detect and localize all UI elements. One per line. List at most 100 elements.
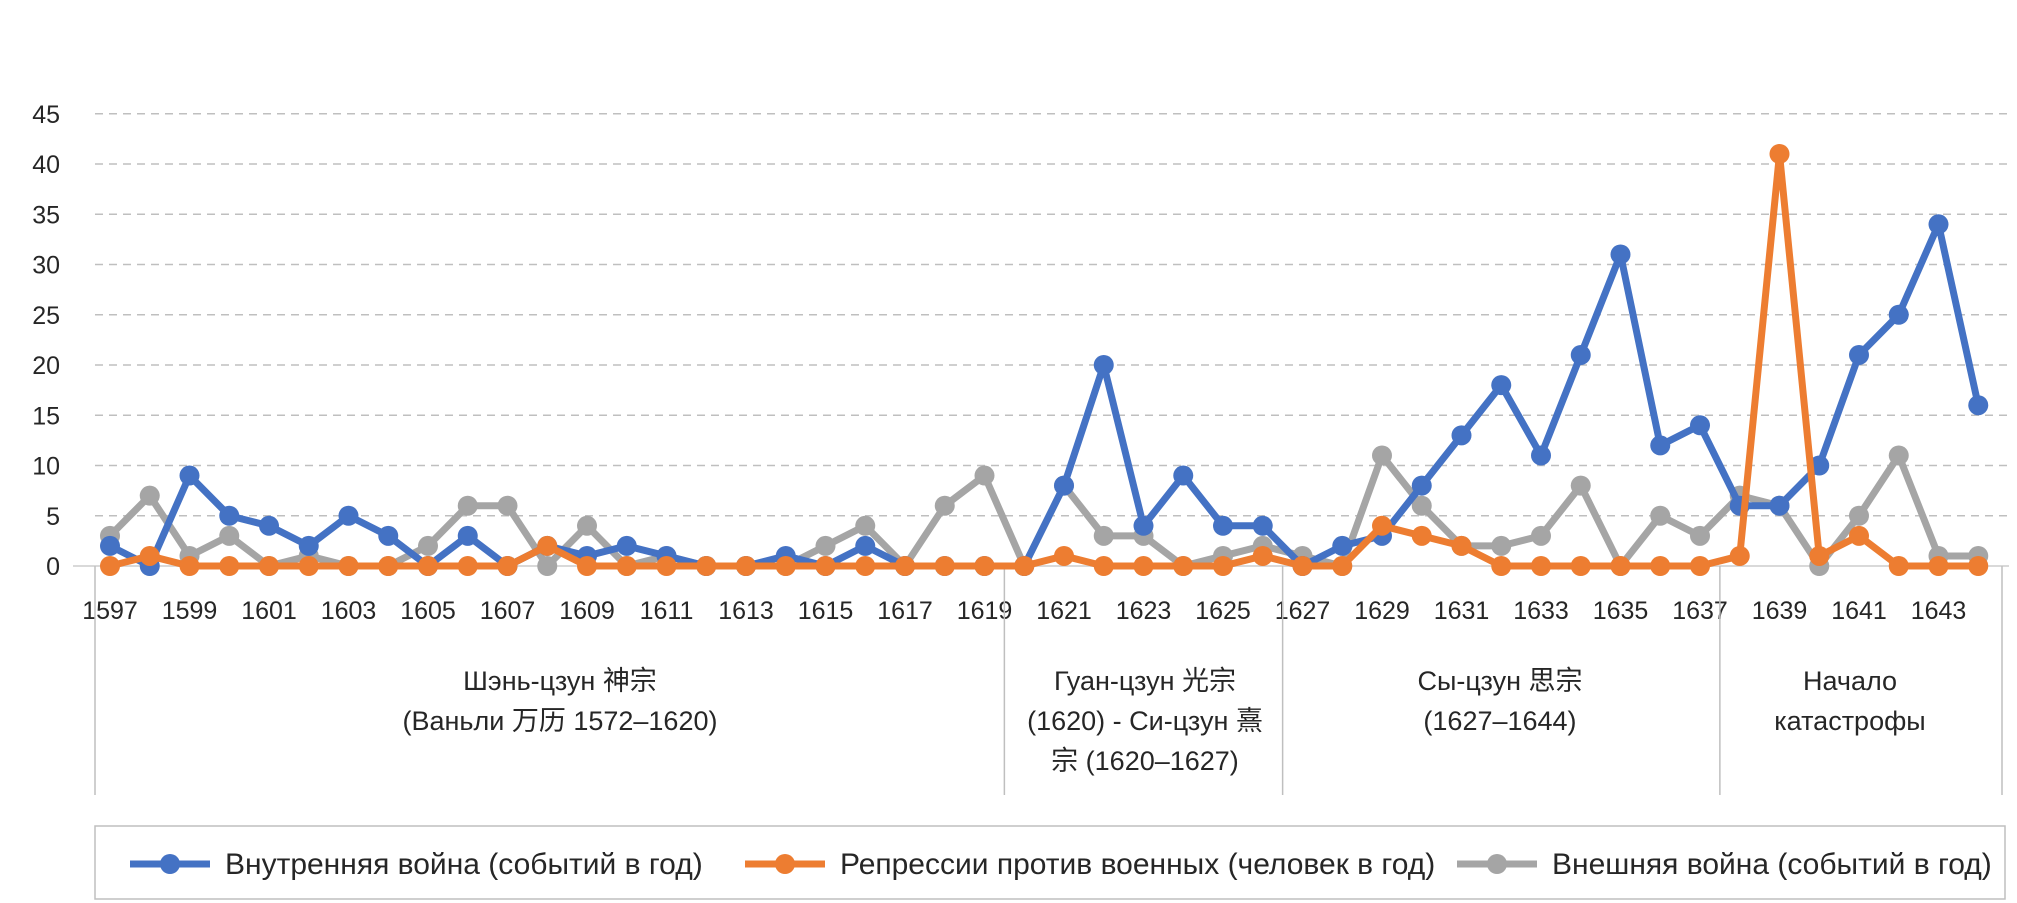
data-point [1093, 556, 1114, 576]
era-label-guangzong-line3: 宗 (1620–1627) [1051, 746, 1239, 776]
era-label-guangzong-line1: Гуан-цзун 光宗 [1054, 666, 1236, 696]
x-tick-label: 1627 [1275, 597, 1331, 625]
data-point [1491, 375, 1512, 396]
data-point [1888, 445, 1909, 466]
x-tick-label: 1601 [241, 597, 297, 625]
x-axis-tick-labels: 1597 1599 1601 1603 1605 1607 1609 1611 1613 1615… [82, 597, 1966, 625]
data-point [1570, 475, 1591, 496]
data-point [1411, 525, 1432, 546]
data-point [815, 535, 836, 556]
data-point [1531, 556, 1551, 576]
data-point [1650, 505, 1671, 526]
data-point [1888, 556, 1909, 576]
data-point [259, 515, 279, 536]
x-tick-label: 1623 [1116, 597, 1172, 625]
y-tick-label: 40 [32, 151, 60, 179]
data-point [1252, 545, 1273, 566]
x-tick-label: 1639 [1752, 597, 1808, 625]
data-point [1213, 556, 1233, 576]
data-point [577, 556, 597, 576]
data-point [219, 525, 240, 546]
data-point [179, 465, 200, 486]
data-point [577, 515, 597, 536]
x-tick-label: 1605 [400, 597, 456, 625]
era-label-guangzong-line2: (1620) - Си-цзун 熹 [1027, 706, 1263, 736]
x-tick-label: 1621 [1036, 597, 1092, 625]
data-point [418, 535, 438, 556]
legend-box [94, 825, 2006, 900]
data-point [1610, 244, 1631, 265]
x-tick-label: 1643 [1911, 597, 1967, 625]
y-tick-label: 30 [32, 252, 60, 280]
data-point [1769, 143, 1790, 164]
data-point [1968, 395, 1989, 416]
series-layer [100, 143, 1989, 576]
data-point [139, 485, 160, 506]
data-point [1849, 505, 1869, 526]
x-tick-label: 1619 [957, 597, 1013, 625]
data-point [219, 556, 240, 576]
data-point [1491, 535, 1512, 556]
data-point [1690, 415, 1710, 436]
data-point [457, 556, 478, 576]
data-point [1411, 495, 1432, 516]
x-tick-label: 1641 [1831, 597, 1887, 625]
data-point [338, 556, 359, 576]
x-tick-label: 1603 [321, 597, 377, 625]
data-point [934, 556, 955, 576]
era-category-band: Шэнь-цзун 神宗 (Ваньли 万历 1572–1620) Гуан-… [94, 566, 2003, 795]
data-point [1213, 515, 1233, 536]
data-point [457, 525, 478, 546]
data-point [1173, 556, 1194, 576]
x-tick-label: 1625 [1195, 597, 1251, 625]
data-point [1849, 344, 1869, 365]
y-tick-label: 25 [32, 302, 60, 330]
data-point [1372, 445, 1392, 466]
data-point [497, 495, 518, 516]
era-label-catastrophe-line1: Начало [1803, 666, 1897, 696]
data-point [1928, 556, 1949, 576]
era-label-sizong-line2: (1627–1644) [1423, 706, 1576, 736]
data-point [497, 556, 518, 576]
legend-label-external-war: Внешняя война (событий в год) [1552, 848, 1992, 881]
data-point [298, 535, 319, 556]
data-point [1491, 556, 1512, 576]
legend-marker-internal-war [160, 854, 180, 874]
data-point [378, 525, 399, 546]
era-label-shenzong-line2: (Ваньли 万历 1572–1620) [403, 706, 718, 736]
y-tick-label: 10 [32, 453, 60, 481]
data-point [1928, 214, 1949, 235]
data-point [1173, 465, 1194, 486]
gridlines [95, 113, 2009, 517]
data-point [1690, 556, 1710, 576]
x-tick-label: 1597 [82, 597, 138, 625]
y-tick-label: 35 [32, 201, 60, 229]
data-point [537, 556, 558, 576]
data-point [616, 535, 637, 556]
y-tick-label: 15 [32, 402, 60, 430]
data-point [457, 495, 478, 516]
series-line [106, 451, 1982, 570]
data-point [100, 556, 120, 576]
data-point [934, 495, 955, 516]
data-point [219, 505, 240, 526]
data-point [1451, 535, 1472, 556]
data-point [696, 556, 717, 576]
data-point [1292, 556, 1313, 576]
y-tick-label: 0 [46, 553, 60, 581]
data-point [100, 535, 120, 556]
y-tick-label: 20 [32, 352, 60, 380]
data-point [1332, 535, 1353, 556]
x-tick-label: 1631 [1434, 597, 1490, 625]
x-tick-label: 1609 [559, 597, 615, 625]
data-point [1650, 435, 1671, 456]
legend-marker-external-war [1487, 854, 1507, 874]
data-point [895, 556, 915, 576]
series-line [106, 150, 1982, 570]
x-tick-label: 1635 [1593, 597, 1649, 625]
data-point [537, 535, 558, 556]
data-point [1531, 445, 1551, 466]
data-point [1570, 556, 1591, 576]
data-point [1093, 525, 1114, 546]
data-point [338, 505, 359, 526]
